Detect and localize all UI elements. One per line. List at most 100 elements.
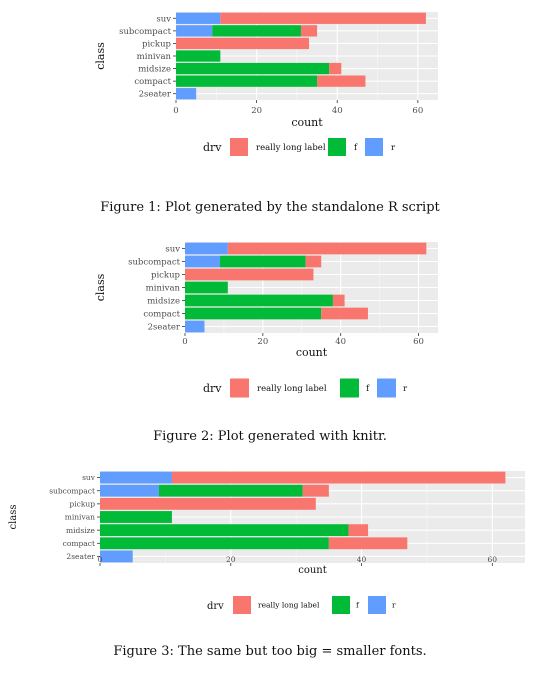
y-tick-label-pickup: pickup (151, 270, 181, 280)
y-tick-label-midsize: midsize (147, 296, 180, 306)
bar-compact-f (185, 307, 322, 320)
bar-midsize-f (185, 294, 333, 307)
bar-suv-really-long-label (227, 242, 427, 255)
y-tick-label-midsize: midsize (138, 65, 171, 75)
legend-swatch-r (365, 138, 383, 156)
x-axis-title: count (291, 116, 323, 129)
y-tick-label-subcompact: subcompact (119, 27, 171, 37)
legend-swatch-really-long-label (233, 596, 251, 614)
bar-suv-really-long-label (171, 471, 506, 484)
y-tick-label-midsize: midsize (66, 526, 96, 535)
y-tick-label-suv: suv (82, 473, 96, 482)
y-tick-label-compact: compact (63, 539, 95, 548)
x-tick-label: 20 (251, 106, 262, 116)
legend-label-f: f (366, 384, 370, 394)
legend-swatch-really-long-label (230, 378, 249, 398)
y-tick-label-subcompact: subcompact (49, 486, 95, 495)
x-tick-label: 40 (357, 555, 367, 564)
y-axis-title: class (94, 42, 107, 70)
y-tick-label-suv: suv (156, 14, 171, 24)
bar-subcompact-r (176, 25, 213, 37)
y-tick-label-minivan: minivan (65, 513, 95, 522)
bar-subcompact-really-long-label (302, 484, 329, 497)
x-tick-label: 60 (488, 555, 498, 564)
figure-2-plot: suv subcompact pickup minivan midsize compact… (94, 242, 438, 398)
bar-subcompact-r (100, 484, 159, 497)
bar-pickup-really-long-label (100, 497, 316, 510)
y-tick-label-pickup: pickup (69, 499, 95, 508)
y-tick-label-minivan: minivan (137, 52, 172, 62)
bar-compact-really-long-label (328, 537, 408, 550)
y-tick-label-suv: suv (165, 244, 180, 254)
figure-2-caption: Figure 2: Plot generated with knitr. (153, 429, 387, 444)
figure-3-plot: suv subcompact pickup minivan midsize compact… (8, 471, 525, 614)
bar-subcompact-f (220, 255, 306, 268)
x-tick-label: 60 (413, 337, 424, 347)
legend-swatch-r (368, 596, 386, 614)
legend-label-r: r (403, 384, 408, 394)
bar-minivan-f (185, 281, 228, 294)
y-tick-label-2seater: 2seater (139, 90, 172, 100)
x-tick-label: 40 (332, 106, 343, 116)
bar-minivan-f (100, 511, 172, 523)
bar-subcompact-really-long-label (305, 255, 322, 268)
x-tick-label: 40 (335, 337, 346, 347)
legend-label-really-long-label: really long label (256, 143, 326, 153)
legend-swatch-f (328, 138, 346, 156)
bar-suv-r (100, 471, 172, 484)
legend-title: drv (203, 141, 222, 154)
y-tick-label-compact: compact (143, 309, 180, 319)
bar-compact-f (176, 75, 318, 87)
y-tick-label-subcompact: subcompact (128, 257, 180, 267)
y-tick-label-2seater: 2seater (66, 552, 95, 561)
bar-suv-really-long-label (220, 12, 426, 24)
bar-pickup-really-long-label (185, 268, 314, 281)
y-tick-label-pickup: pickup (142, 39, 172, 49)
bar-compact-f (100, 537, 329, 550)
bar-2seater-r (176, 88, 197, 100)
y-axis-title: class (94, 273, 107, 301)
legend-label-f: f (356, 601, 360, 610)
x-tick-label: 0 (182, 337, 187, 347)
x-axis-title: count (296, 346, 328, 359)
legend-label-really-long-label: really long label (258, 601, 320, 610)
bar-midsize-really-long-label (332, 294, 345, 307)
x-tick-label: 0 (98, 555, 103, 564)
bar-midsize-really-long-label (348, 524, 369, 537)
x-tick-label: 20 (226, 555, 236, 564)
y-tick-label-compact: compact (134, 77, 171, 87)
bar-subcompact-really-long-label (300, 25, 318, 37)
bar-compact-really-long-label (321, 307, 368, 320)
x-tick-label: 0 (173, 106, 178, 116)
bar-midsize-f (176, 62, 330, 75)
bar-minivan-f (176, 50, 221, 62)
figure-1-plot: suv subcompact pickup minivan midsize compact… (94, 12, 438, 156)
x-axis-title: count (298, 565, 327, 576)
bar-subcompact-f (212, 25, 301, 37)
x-tick-label: 60 (412, 106, 423, 116)
legend-label-f: f (354, 143, 358, 153)
bar-midsize-f (100, 524, 349, 537)
legend-label-r: r (391, 143, 396, 153)
bar-2seater-r (185, 320, 205, 333)
legend-title: drv (207, 601, 224, 612)
y-axis-title: class (8, 504, 19, 529)
y-tick-label-2seater: 2seater (148, 322, 181, 332)
legend-title: drv (203, 382, 222, 395)
bar-pickup-really-long-label (176, 37, 310, 50)
legend-swatch-really-long-label (230, 138, 248, 156)
legend-swatch-r (377, 378, 396, 398)
figure-3-caption: Figure 3: The same but too big = smaller… (113, 644, 427, 659)
bar-subcompact-f (158, 484, 303, 497)
bar-compact-really-long-label (317, 75, 366, 87)
legend-label-really-long-label: really long label (257, 384, 327, 394)
legend-label-r: r (392, 601, 396, 610)
bar-suv-r (185, 242, 228, 255)
bar-subcompact-r (185, 255, 221, 268)
bar-midsize-really-long-label (329, 62, 342, 75)
x-tick-label: 20 (257, 337, 268, 347)
figure-1-caption: Figure 1: Plot generated by the standalo… (100, 200, 440, 215)
bar-2seater-r (100, 550, 133, 563)
y-tick-label-minivan: minivan (146, 283, 181, 293)
bar-suv-r (176, 12, 221, 24)
